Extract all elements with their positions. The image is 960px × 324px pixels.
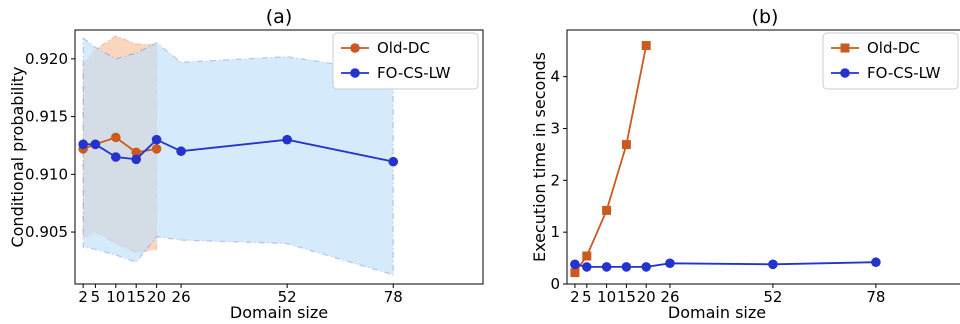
data-point-fo-cs-lw bbox=[621, 262, 632, 272]
data-point-old-dc bbox=[582, 251, 592, 261]
data-point-fo-cs-lw bbox=[641, 262, 651, 272]
data-point-fo-cs-lw bbox=[570, 259, 580, 270]
panel-a-bands bbox=[82, 35, 394, 276]
x-tick-label: 10 bbox=[106, 288, 125, 306]
legend-box bbox=[822, 32, 959, 90]
data-point-fo-cs-lw bbox=[131, 154, 141, 165]
y-tick-label: 0.905 bbox=[25, 223, 68, 241]
legend-label-fo-cs-lw: FO-CS-LW bbox=[377, 64, 451, 82]
y-tick-label: 0.920 bbox=[25, 50, 68, 68]
x-tick-label: 5 bbox=[582, 288, 592, 306]
y-tick-label: 4 bbox=[550, 68, 560, 86]
data-point-fo-cs-lw bbox=[282, 134, 292, 145]
data-point-old-dc bbox=[570, 268, 580, 278]
panel-a-legend: Old-DC FO-CS-LW bbox=[332, 32, 479, 90]
data-point-fo-cs-lw bbox=[768, 259, 778, 270]
legend-label-fo-cs-lw: FO-CS-LW bbox=[867, 64, 941, 82]
legend-marker-fo-cs-lw bbox=[840, 68, 850, 78]
data-point-fo-cs-lw bbox=[582, 262, 592, 272]
x-tick-label: 15 bbox=[127, 288, 146, 306]
data-point-fo-cs-lw bbox=[78, 139, 88, 150]
data-point-old-dc bbox=[602, 205, 612, 215]
y-tick-label: 0 bbox=[550, 275, 560, 293]
panel-a: (a) 2 5 10 15 20 26 52 78 0.9050.9100.9150.920 … bbox=[8, 6, 484, 322]
x-tick-label: 26 bbox=[660, 288, 679, 306]
legend-label-old-dc: Old-DC bbox=[867, 39, 920, 57]
x-tick-label: 26 bbox=[172, 288, 191, 306]
panel-a-x-label: Domain size bbox=[230, 303, 328, 322]
x-tick-label: 15 bbox=[617, 288, 636, 306]
x-tick-label: 20 bbox=[147, 288, 166, 306]
panel-b-x-label: Domain size bbox=[668, 303, 766, 322]
y-tick-label: 0.910 bbox=[25, 165, 68, 183]
panel-a-lines bbox=[78, 132, 399, 167]
data-point-fo-cs-lw bbox=[388, 156, 399, 167]
data-point-old-dc bbox=[641, 41, 651, 51]
x-tick-label: 2 bbox=[570, 288, 580, 306]
panel-a-y-label: Conditional probability bbox=[8, 66, 27, 247]
y-tick-label: 3 bbox=[550, 119, 560, 137]
data-point-old-dc bbox=[111, 132, 121, 143]
panel-b-legend: Old-DC FO-CS-LW bbox=[822, 32, 959, 90]
panel-b-y-ticks: 0 1 2 3 4 bbox=[550, 68, 567, 293]
y-tick-label: 0.915 bbox=[25, 108, 68, 126]
y-tick-label: 2 bbox=[550, 171, 560, 189]
legend-marker-old-dc bbox=[350, 43, 360, 53]
panel-b-lines bbox=[570, 41, 881, 278]
data-point-fo-cs-lw bbox=[90, 139, 101, 150]
data-point-fo-cs-lw bbox=[871, 257, 881, 268]
legend-marker-fo-cs-lw bbox=[350, 68, 360, 78]
x-tick-label: 52 bbox=[763, 288, 782, 306]
panel-a-x-ticks: 2 5 10 15 20 26 52 78 bbox=[78, 284, 403, 306]
data-point-old-dc bbox=[621, 140, 631, 150]
data-point-fo-cs-lw bbox=[601, 262, 612, 272]
y-tick-label: 1 bbox=[550, 223, 560, 241]
data-point-old-dc bbox=[151, 144, 162, 154]
legend-marker-old-dc bbox=[840, 43, 850, 53]
x-tick-label: 20 bbox=[637, 288, 656, 306]
data-point-old-dc bbox=[131, 147, 141, 158]
x-tick-label: 2 bbox=[78, 288, 88, 306]
x-tick-label: 52 bbox=[278, 288, 297, 306]
data-point-fo-cs-lw bbox=[665, 258, 675, 269]
panel-b-y-label: Execution time in seconds bbox=[530, 52, 549, 262]
x-tick-label: 78 bbox=[384, 288, 403, 306]
panel-b-x-ticks: 2 5 10 15 20 26 52 78 bbox=[570, 284, 885, 306]
panel-a-y-ticks: 0.905 0.910 0.915 0.920 bbox=[25, 50, 75, 241]
x-tick-label: 5 bbox=[91, 288, 101, 306]
legend-label-old-dc: Old-DC bbox=[377, 39, 430, 57]
panel-b-title: (b) bbox=[752, 6, 779, 28]
legend-box bbox=[332, 32, 479, 90]
panel-a-title: (a) bbox=[266, 6, 292, 28]
data-point-fo-cs-lw bbox=[111, 152, 121, 162]
data-point-fo-cs-lw bbox=[151, 134, 162, 145]
x-tick-label: 10 bbox=[597, 288, 616, 306]
band-fo-cs-lw bbox=[82, 36, 394, 276]
x-tick-label: 78 bbox=[866, 288, 885, 306]
data-point-fo-cs-lw bbox=[176, 146, 186, 157]
